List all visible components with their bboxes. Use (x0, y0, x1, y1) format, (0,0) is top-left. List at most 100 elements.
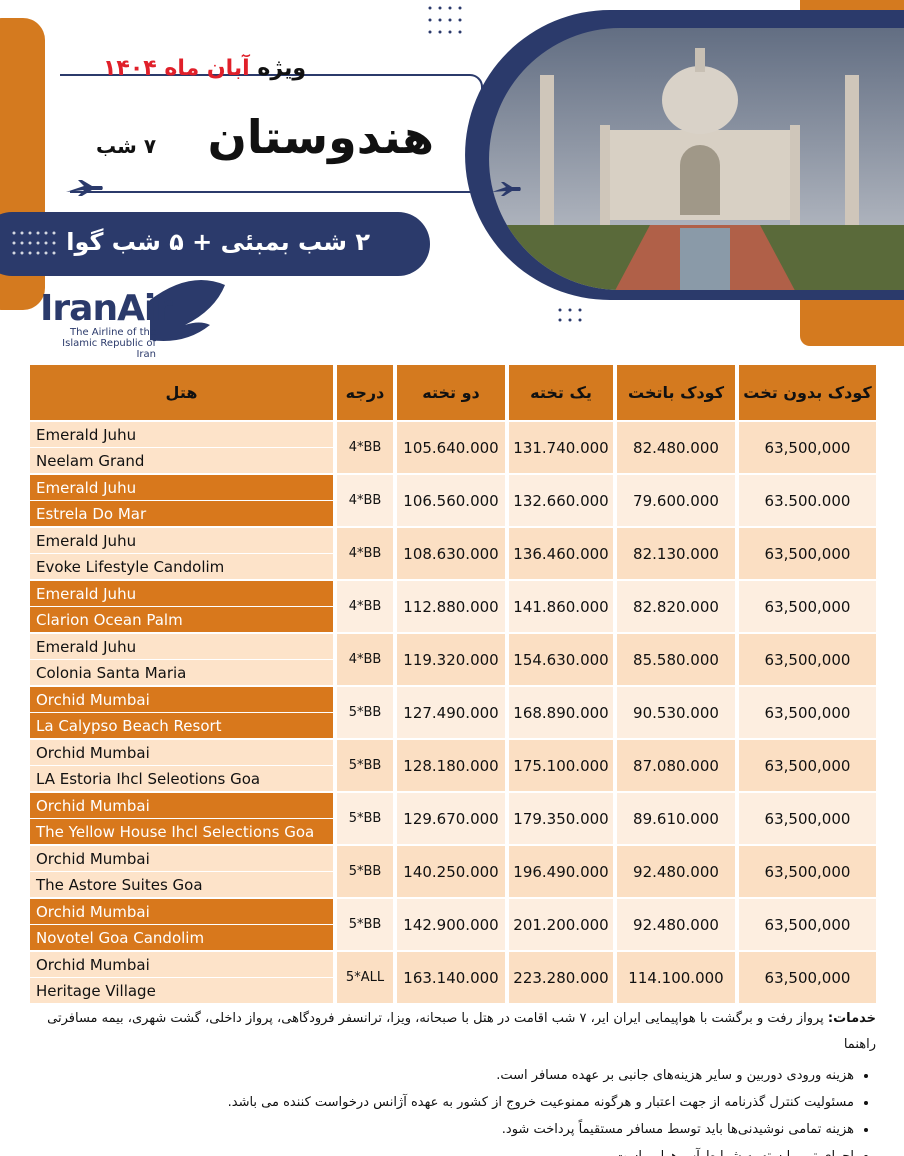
price-cell: 168.890.000 (509, 687, 613, 738)
price-cell: 106.560.000 (397, 475, 505, 526)
price-cell: 92.480.000 (617, 899, 735, 950)
column-header: درجه (337, 365, 393, 420)
price-cell: 5*ALL (337, 952, 393, 1003)
services: خدمات: پرواز رفت و برگشت با هواپیمایی ای… (30, 1006, 876, 1058)
price-cell: 114.100.000 (617, 952, 735, 1003)
hotel-name: The Astore Suites Goa (30, 872, 333, 897)
price-cell: 87.080.000 (617, 740, 735, 791)
price-cell: 223.280.000 (509, 952, 613, 1003)
hotel-name: Orchid Mumbai (30, 899, 333, 924)
hotel-name: Orchid Mumbai (30, 793, 333, 818)
price-cell: 112.880.000 (397, 581, 505, 632)
subtitle: ویژه آبان ماه ۱۴۰۴ (103, 56, 306, 81)
hotel-name: Orchid Mumbai (30, 687, 333, 712)
price-cell: 89.610.000 (617, 793, 735, 844)
column-header: کودک باتخت (617, 365, 735, 420)
price-cell: 82.820.000 (617, 581, 735, 632)
price-cell: 4*BB (337, 422, 393, 473)
services-text: پرواز رفت و برگشت با هواپیمایی ایران ایر… (47, 1011, 876, 1052)
notes: خدمات: پرواز رفت و برگشت با هواپیمایی ای… (30, 1006, 876, 1156)
price-cell: 5*BB (337, 899, 393, 950)
special: ویژه (257, 56, 306, 81)
price-cell: 79.600.000 (617, 475, 735, 526)
price-cell: 196.490.000 (509, 846, 613, 897)
itinerary: ۲ شب بمبئی + ۵ شب گوا (66, 228, 370, 256)
nights: ۷ شب (96, 134, 157, 158)
hotel-name: Orchid Mumbai (30, 846, 333, 871)
price-cell: 63,500,000 (739, 846, 876, 897)
price-cell: 108.630.000 (397, 528, 505, 579)
airline-name: IranAir (40, 288, 173, 329)
price-cell: 154.630.000 (509, 634, 613, 685)
price-cell: 201.200.000 (509, 899, 613, 950)
destination: هندوستان (207, 110, 434, 164)
price-cell: 63.500.000 (739, 475, 876, 526)
price-cell: 85.580.000 (617, 634, 735, 685)
price-cell: 82.130.000 (617, 528, 735, 579)
price-cell: 4*BB (337, 475, 393, 526)
header-art (0, 0, 904, 346)
price-cell: 63,500,000 (739, 581, 876, 632)
tagline: Islamic Republic of Iran (62, 338, 156, 360)
hotel-name: Emerald Juhu (30, 528, 333, 553)
price-cell: 63,500,000 (739, 687, 876, 738)
hotel-name: The Yellow House Ihcl Selections Goa (30, 819, 333, 844)
price-cell: 119.320.000 (397, 634, 505, 685)
month: آبان ماه ۱۴۰۴ (102, 56, 250, 81)
bullet: هزینه تمامی نوشیدنی‌ها باید توسط مسافر م… (30, 1116, 854, 1143)
bullet: مسئولیت کنترل گذرنامه از جهت اعتبار و هر… (30, 1089, 854, 1116)
price-cell: 63,500,000 (739, 422, 876, 473)
price-cell: 63,500,000 (739, 793, 876, 844)
hotel-name: Heritage Village (30, 978, 333, 1003)
price-cell: 131.740.000 (509, 422, 613, 473)
price-cell: 179.350.000 (509, 793, 613, 844)
price-cell: 132.660.000 (509, 475, 613, 526)
price-cell: 105.640.000 (397, 422, 505, 473)
price-cell: 63,500,000 (739, 740, 876, 791)
services-label: خدمات: (827, 1011, 876, 1026)
hotel-name: La Calypso Beach Resort (30, 713, 333, 738)
column-header: یک تخته (509, 365, 613, 420)
price-cell: 5*BB (337, 793, 393, 844)
price-cell: 136.460.000 (509, 528, 613, 579)
hotel-name: Colonia Santa Maria (30, 660, 333, 685)
column-header: دو تخته (397, 365, 505, 420)
hotel-name: Orchid Mumbai (30, 740, 333, 765)
price-cell: 175.100.000 (509, 740, 613, 791)
hotel-name: Emerald Juhu (30, 634, 333, 659)
airline-tagline: The Airline of the Islamic Republic of Ir… (40, 327, 156, 360)
hotel-name: Emerald Juhu (30, 581, 333, 606)
price-cell: 63,500,000 (739, 899, 876, 950)
bullet: هزینه ورودی دوربین و سایر هزینه‌های جانب… (30, 1062, 854, 1089)
price-cell: 92.480.000 (617, 846, 735, 897)
hotel-name: Orchid Mumbai (30, 952, 333, 977)
price-cell: 63,500,000 (739, 528, 876, 579)
price-cell: 4*BB (337, 581, 393, 632)
tagline: The Airline of the (70, 327, 156, 338)
hotel-name: Estrela Do Mar (30, 501, 333, 526)
hotel-name: Emerald Juhu (30, 475, 333, 500)
price-cell: 5*BB (337, 687, 393, 738)
price-cell: 142.900.000 (397, 899, 505, 950)
price-cell: 127.490.000 (397, 687, 505, 738)
price-cell: 90.530.000 (617, 687, 735, 738)
price-cell: 82.480.000 (617, 422, 735, 473)
price-cell: 140.250.000 (397, 846, 505, 897)
price-cell: 129.670.000 (397, 793, 505, 844)
hotel-name: Evoke Lifestyle Candolim (30, 554, 333, 579)
column-header: هتل (30, 365, 333, 420)
price-cell: 4*BB (337, 634, 393, 685)
price-cell: 5*BB (337, 740, 393, 791)
hotel-name: Clarion Ocean Palm (30, 607, 333, 632)
hotel-name: LA Estoria Ihcl Seleotions Goa (30, 766, 333, 791)
hotel-name: Neelam Grand (30, 448, 333, 473)
price-cell: 63,500,000 (739, 634, 876, 685)
price-cell: 5*BB (337, 846, 393, 897)
price-cell: 141.860.000 (509, 581, 613, 632)
price-cell: 63,500,000 (739, 952, 876, 1003)
bullet: اجرای تور وابسته به شرایط آب‌وهوایی است. (30, 1143, 854, 1156)
hotel-name: Novotel Goa Candolim (30, 925, 333, 950)
bullet-list: هزینه ورودی دوربین و سایر هزینه‌های جانب… (30, 1062, 876, 1156)
price-cell: 163.140.000 (397, 952, 505, 1003)
